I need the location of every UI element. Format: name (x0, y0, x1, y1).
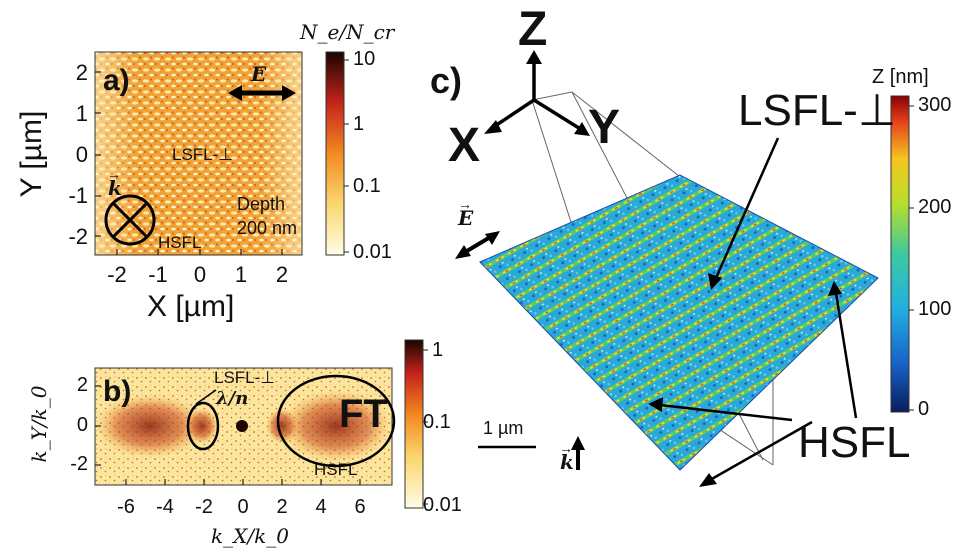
panel-a-cbar-tick: 10 (353, 48, 376, 70)
panel-a-ytick: 2 (75, 60, 88, 85)
panel-b-xtick: 6 (354, 496, 366, 518)
panel-a-xlabel: X [µm] (147, 290, 235, 323)
panel-a-ytick: 1 (75, 101, 88, 126)
panel-a-xtick: 2 (275, 262, 289, 287)
panel-a-xtick: 0 (193, 262, 207, 287)
panel-b-lsfl-label: LSFL-⊥ (214, 368, 276, 387)
k-vector-into-page-icon (104, 194, 156, 246)
panel-b-xtick: -4 (156, 496, 174, 518)
panel-c-graphics (455, 50, 914, 487)
panel-a-ytick: -2 (68, 224, 88, 249)
panel-c-cbar-tick: 300 (918, 94, 952, 116)
panel-b-center-peak (236, 420, 248, 432)
panel-a-cbar-tick: 1 (353, 113, 365, 135)
panel-b-cbar-tick: 0.1 (423, 411, 451, 433)
panel-a-depth-label: Depth (237, 194, 286, 214)
panel-a-e-label: E (251, 62, 267, 86)
surface-plot (479, 174, 879, 471)
panel-b-ytick: 0 (76, 414, 88, 436)
panel-c-letter: c) (430, 60, 463, 101)
panel-b-lambda-label: λ/n (216, 388, 249, 409)
panel-b-xtick: -2 (195, 496, 213, 518)
panel-b-xtick: 2 (276, 496, 288, 518)
panel-b-cbar-tick: 0.01 (423, 494, 462, 516)
panel-c-k-label: k (560, 450, 574, 474)
panel-a-cbar-tick: 0.01 (353, 241, 392, 263)
axis-z-label: Z (518, 3, 548, 56)
panel-b-hsfl-label: HSFL (314, 460, 358, 479)
panel-c-colorbar (890, 95, 910, 413)
panel-c-cbar-tick: 0 (918, 398, 930, 420)
panel-c-hsfl-label: HSFL (798, 418, 911, 467)
panel-a-colorbar-title: N_e/N_cr (300, 20, 395, 44)
panel-b-ft-label: FT (339, 392, 388, 436)
ft-ellipse (276, 374, 396, 468)
panel-a-cbar-tick: 0.1 (353, 175, 381, 197)
panel-c-cbar-tick: 100 (918, 298, 952, 320)
panel-a-ytick: 0 (75, 142, 88, 167)
panel-b-ylabel: k_Y/k_0 (27, 385, 51, 463)
panel-b-xtick: 0 (237, 496, 249, 518)
panel-a-ytick: -1 (68, 183, 88, 208)
axis-y-label: Y (588, 101, 621, 154)
panel-a-letter: a) (103, 64, 130, 97)
scale-bar-label: 1 µm (483, 418, 524, 438)
panel-b-graphics (94, 339, 428, 509)
panel-a-k-label: k (108, 176, 122, 200)
lsfl-ellipse (186, 401, 220, 451)
axis-x-label: X (448, 119, 481, 172)
panel-b-ytick: 2 (76, 374, 88, 396)
panel-a-ylabel: Y [µm] (15, 110, 48, 198)
panel-c-cbar-tick: 200 (918, 196, 952, 218)
panel-a-xtick: 1 (234, 262, 248, 287)
panel-c-lsfl-label: LSFL-⊥ (738, 86, 897, 135)
panel-b-xtick: -6 (117, 496, 135, 518)
panel-a-colorbar (325, 51, 345, 256)
panel-b-xtick: 4 (315, 496, 327, 518)
panel-a-depth-value: 200 nm (237, 218, 298, 238)
panel-a-graphics (94, 51, 349, 256)
panel-a-xtick: -1 (148, 262, 168, 287)
panel-b-ytick: -2 (70, 453, 88, 475)
panel-c-colorbar-title: Z [nm] (872, 66, 929, 88)
panel-a-xtick: -2 (107, 262, 127, 287)
panel-b-xlabel: k_X/k_0 (211, 524, 289, 548)
panel-a-hsfl-label: HSFL (158, 233, 202, 252)
panel-c-e-label: E (458, 206, 474, 230)
axis-triad (484, 50, 590, 136)
panel-b-cbar-tick: 1 (432, 339, 444, 361)
panel-a-lsfl-label: LSFL-⊥ (172, 145, 234, 164)
panel-b-letter: b) (103, 375, 132, 408)
panel-b-colorbar (404, 339, 424, 509)
